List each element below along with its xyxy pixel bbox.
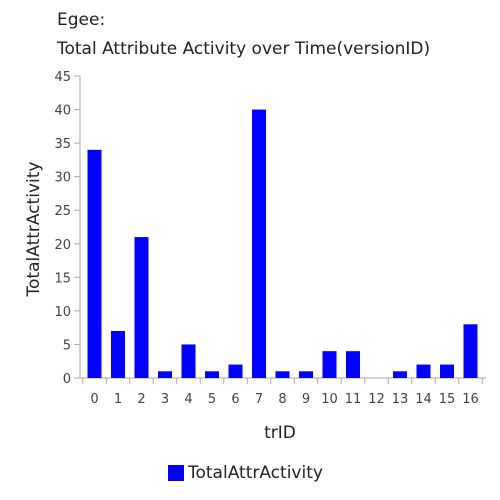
bar <box>87 149 102 378</box>
bar <box>346 351 360 378</box>
bar <box>205 371 219 378</box>
y-tick-label: 30 <box>54 171 71 186</box>
x-axis: 0 1 2 3 4 5 6 7 8 9 10 11 12 13 14 15 16 <box>80 377 486 407</box>
bar <box>440 364 454 378</box>
x-tick-label: 9 <box>302 392 310 407</box>
bar <box>299 371 313 378</box>
y-tick-label: 35 <box>54 137 71 152</box>
bar <box>111 331 125 378</box>
x-tick-label: 2 <box>137 392 145 407</box>
x-tick-label: 5 <box>208 392 216 407</box>
x-tick-label: 8 <box>278 392 286 407</box>
bar <box>416 364 431 378</box>
legend-swatch <box>168 465 184 481</box>
y-tick-label: 40 <box>54 104 71 119</box>
x-tick-label: 1 <box>114 392 122 407</box>
x-tick-label: 10 <box>321 392 338 407</box>
bar <box>134 237 149 378</box>
bar <box>275 371 290 378</box>
bar <box>158 371 172 378</box>
x-tick-label: 15 <box>439 392 456 407</box>
chart-title-line2: Total Attribute Activity over Time(versi… <box>57 39 431 59</box>
chart-title-line1: Egee: <box>57 10 106 30</box>
y-tick-label: 15 <box>54 271 71 286</box>
bar <box>322 351 337 378</box>
x-tick-label: 14 <box>415 392 432 407</box>
x-tick-label: 13 <box>392 392 409 407</box>
legend-label: TotalAttrActivity <box>188 463 323 483</box>
y-axis-title: TotalAttrActivity <box>24 162 44 298</box>
x-tick-label: 3 <box>161 392 169 407</box>
bar <box>228 364 243 378</box>
y-tick-label: 25 <box>54 204 71 219</box>
y-tick-label: 45 <box>54 70 71 85</box>
bar-series <box>87 109 478 379</box>
x-tick-label: 7 <box>255 392 263 407</box>
y-tick-label: 0 <box>63 372 71 387</box>
y-axis: 0 5 10 15 20 25 30 35 40 45 <box>54 70 81 387</box>
x-tick-label: 11 <box>345 392 362 407</box>
y-tick-label: 10 <box>54 305 71 320</box>
y-tick-label: 20 <box>54 238 71 253</box>
y-tick-label: 5 <box>63 338 71 353</box>
bar <box>393 371 407 378</box>
bar <box>181 344 196 378</box>
x-axis-title: trID <box>264 423 296 443</box>
x-tick-label: 0 <box>90 392 98 407</box>
bar <box>252 109 266 379</box>
x-tick-label: 6 <box>231 392 239 407</box>
x-tick-label: 4 <box>184 392 192 407</box>
bar <box>463 324 478 378</box>
x-tick-label: 16 <box>462 392 479 407</box>
legend: TotalAttrActivity <box>168 463 323 483</box>
x-tick-label: 12 <box>368 392 385 407</box>
